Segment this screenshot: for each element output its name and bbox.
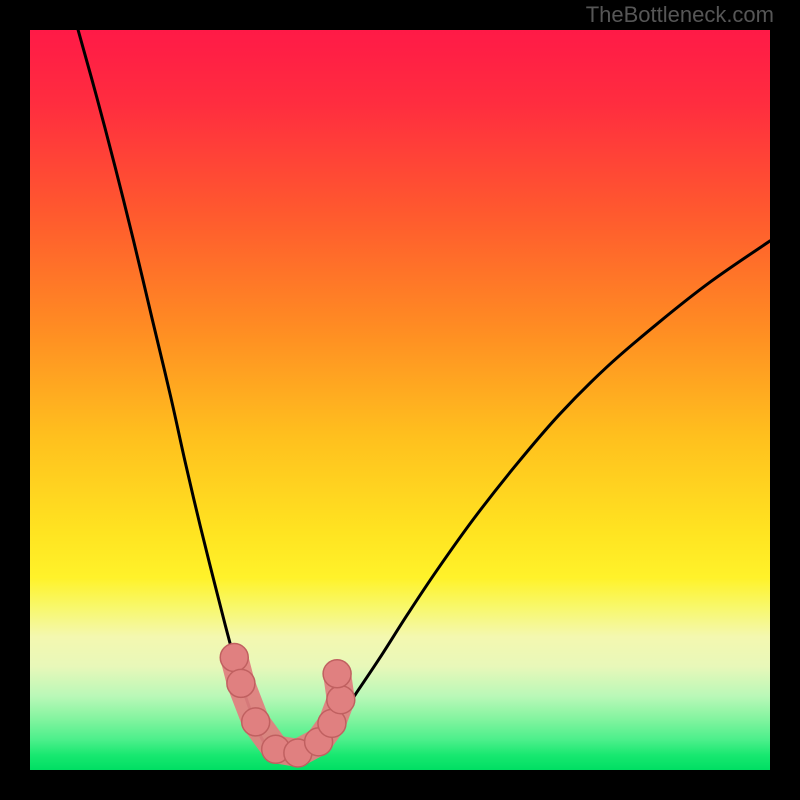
plot-area bbox=[30, 30, 770, 770]
data-marker bbox=[327, 686, 355, 714]
data-marker bbox=[242, 708, 270, 736]
data-marker bbox=[227, 669, 255, 697]
watermark-text: TheBottleneck.com bbox=[586, 2, 774, 28]
data-marker bbox=[323, 660, 351, 688]
chart-container: TheBottleneck.com bbox=[0, 0, 800, 800]
gradient-background bbox=[30, 30, 770, 770]
data-marker bbox=[220, 644, 248, 672]
